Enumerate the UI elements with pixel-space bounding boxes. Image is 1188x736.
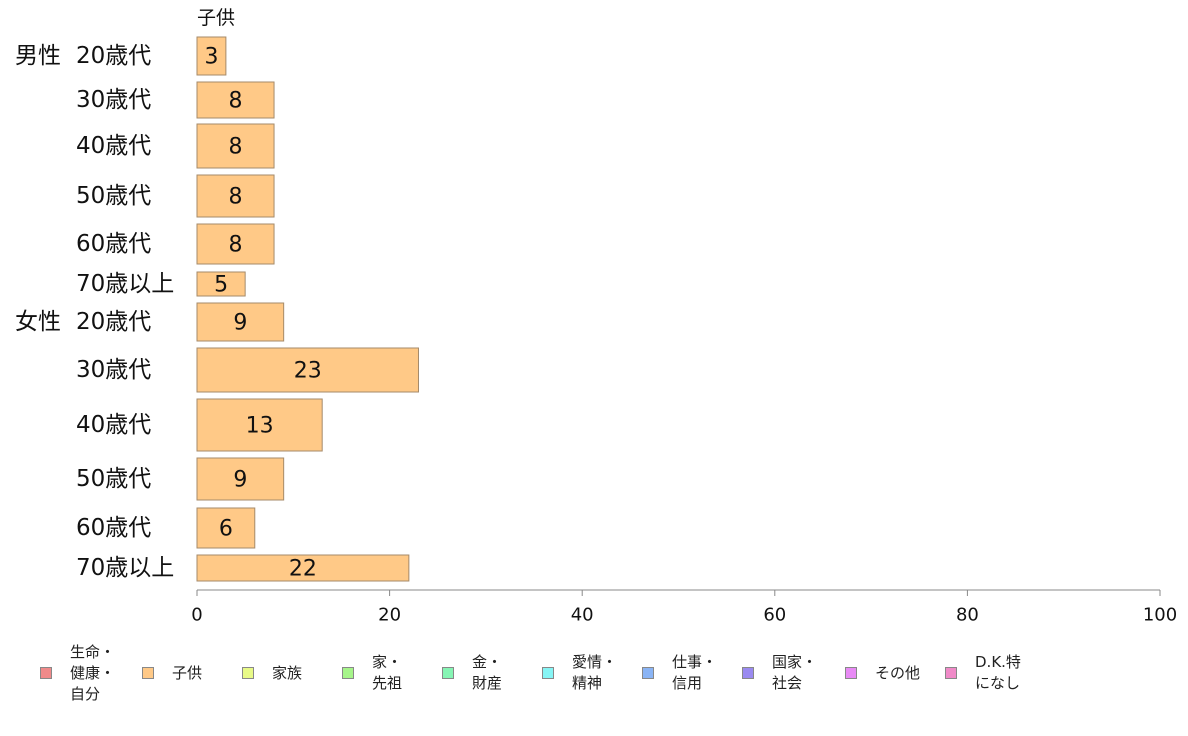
legend-swatch — [142, 667, 154, 679]
bar-chart: 子供 3 男性 20歳代 8 30歳代 8 40歳代 8 50歳代 8 60歳代 5 70歳以上 9 女性 20… — [15, 7, 1177, 626]
legend-label: 金・ 財産 — [472, 653, 503, 692]
x-tick-label: 60 — [763, 605, 786, 626]
category-label: 40歳代 — [76, 133, 151, 159]
category-label: 50歳代 — [76, 183, 151, 209]
bar — [196, 271, 246, 297]
legend-item: その他 — [845, 663, 920, 684]
category-label: 70歳以上 — [76, 271, 174, 297]
x-tick-label: 100 — [1143, 605, 1177, 626]
bar — [196, 554, 410, 582]
bar — [196, 36, 227, 76]
legend-label: その他 — [875, 663, 921, 682]
legend-swatch — [642, 667, 654, 679]
data-label: 3 — [204, 45, 218, 70]
data-label: 8 — [229, 89, 243, 114]
series-label: 子供 — [197, 7, 235, 29]
category-label: 70歳以上 — [76, 555, 174, 581]
category-label: 30歳代 — [76, 87, 151, 113]
legend-swatch — [40, 667, 52, 679]
bar — [196, 347, 419, 393]
x-tick-label: 40 — [571, 605, 594, 626]
category-label: 50歳代 — [76, 466, 151, 492]
bar — [196, 398, 323, 452]
category-label: 20歳代 — [76, 43, 151, 69]
legend-swatch — [742, 667, 754, 679]
category-label: 60歳代 — [76, 231, 151, 257]
data-label: 8 — [229, 185, 243, 210]
bar — [196, 457, 285, 501]
data-label: 22 — [289, 557, 317, 582]
data-label: 23 — [294, 359, 322, 384]
legend-item: 家族 — [242, 663, 302, 684]
legend-swatch — [542, 667, 554, 679]
data-label: 5 — [214, 273, 228, 298]
data-label: 8 — [229, 135, 243, 160]
data-label: 6 — [219, 517, 233, 542]
bar — [196, 302, 285, 342]
bar — [196, 507, 256, 549]
legend-swatch — [342, 667, 354, 679]
legend-swatch — [945, 667, 957, 679]
data-label: 8 — [229, 233, 243, 258]
category-label: 30歳代 — [76, 357, 151, 383]
x-tick-label: 80 — [956, 605, 979, 626]
legend-swatch — [845, 667, 857, 679]
x-tick-label: 0 — [191, 605, 202, 626]
data-label: 9 — [233, 311, 247, 336]
legend-label: 国家・ 社会 — [772, 653, 818, 692]
data-label: 13 — [246, 414, 274, 439]
legend-item: 国家・ 社会 — [742, 652, 817, 694]
legend-item: D.K.特 になし — [945, 652, 1021, 694]
legend-label: 家族 — [272, 663, 303, 682]
legend-label: 子供 — [172, 663, 203, 682]
category-label: 60歳代 — [76, 515, 151, 541]
bar — [196, 123, 275, 169]
legend-item: 仕事・ 信用 — [642, 652, 717, 694]
bar — [196, 174, 275, 218]
bar — [196, 223, 275, 265]
legend-swatch — [442, 667, 454, 679]
legend-item: 生命・ 健康・ 自分 — [40, 642, 115, 705]
legend-label: 愛情・ 精神 — [572, 653, 618, 692]
bar — [196, 81, 275, 119]
x-tick-label: 20 — [378, 605, 401, 626]
legend: 生命・ 健康・ 自分 子供 家族 家・ 先祖 金・ 財産 愛情・ 精神 仕事・ 信用 国家・ … — [0, 640, 1188, 710]
group-label: 男性 — [15, 43, 61, 69]
category-label: 20歳代 — [76, 309, 151, 335]
legend-item: 金・ 財産 — [442, 652, 502, 694]
legend-label: 生命・ 健康・ 自分 — [70, 642, 116, 703]
category-label: 40歳代 — [76, 412, 151, 438]
group-label: 女性 — [15, 309, 61, 335]
data-label: 9 — [233, 468, 247, 493]
legend-label: 家・ 先祖 — [372, 653, 403, 692]
legend-item: 家・ 先祖 — [342, 652, 402, 694]
legend-item: 愛情・ 精神 — [542, 652, 617, 694]
legend-item: 子供 — [142, 663, 202, 684]
legend-label: D.K.特 になし — [975, 653, 1021, 692]
legend-label: 仕事・ 信用 — [672, 653, 718, 692]
legend-swatch — [242, 667, 254, 679]
